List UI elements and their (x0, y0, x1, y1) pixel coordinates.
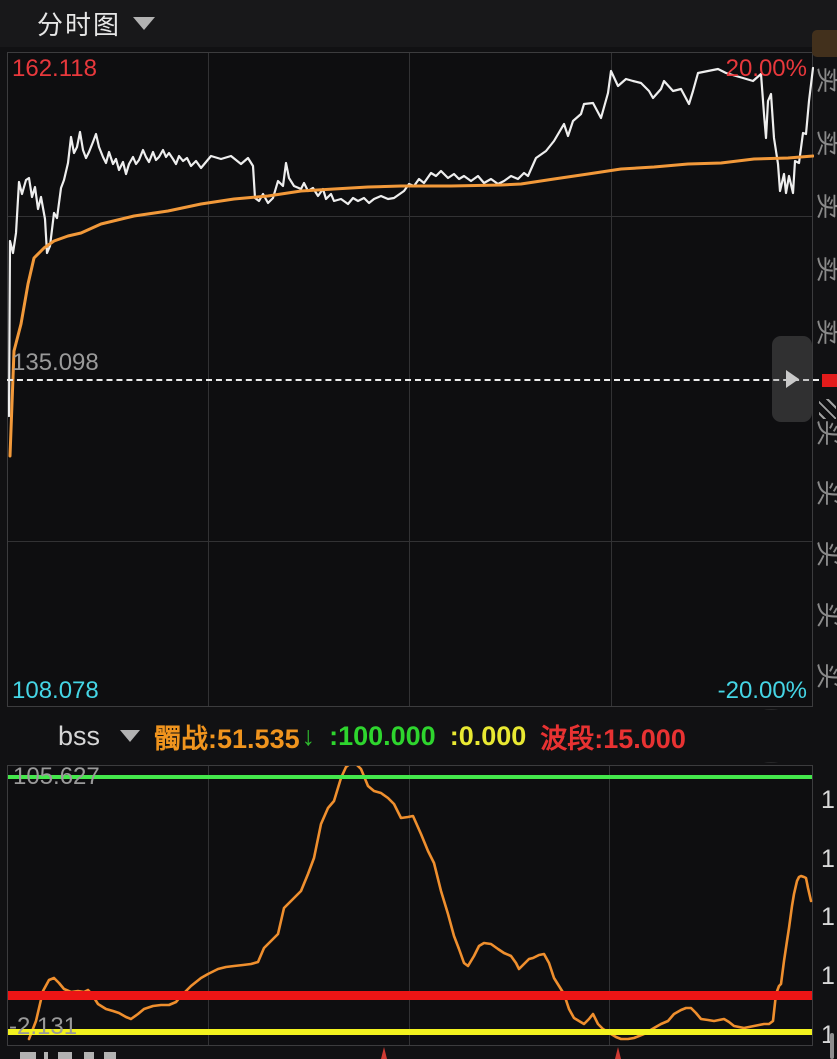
price-low-label: 108.078 (12, 677, 99, 704)
grip-icon[interactable] (819, 399, 836, 419)
cutoff-text-fragment (20, 1052, 36, 1059)
scrollbar[interactable] (830, 1033, 834, 1059)
current-price-marker (822, 374, 837, 387)
bss-right-axis-label: 1 (821, 962, 835, 990)
volume-spike-marker (615, 1047, 621, 1059)
bss-right-axis-label: 1 (821, 903, 835, 931)
price-mid-label: 135.098 (12, 349, 99, 376)
cutoff-text-fragment (44, 1052, 48, 1059)
volume-spike-marker (381, 1047, 387, 1059)
gridline-vertical (208, 766, 209, 1045)
band-value: 波段:15.000 (540, 723, 686, 754)
midprice-dashed-line (7, 379, 819, 381)
bss-right-axis-label: 1 (821, 786, 835, 814)
price-lines-svg (8, 66, 814, 458)
price-high-label: 162.118 (12, 55, 97, 82)
sell-queue-char: 卖 (812, 319, 837, 349)
bss-high-label: 105.627 (13, 763, 100, 790)
play-arrow-icon (785, 370, 799, 388)
cutoff-text-fragment (84, 1052, 94, 1059)
chevron-down-icon[interactable] (133, 17, 156, 30)
bss-low-label: -2.131 (9, 1013, 78, 1040)
sell-queue-char: 卖 (812, 130, 837, 160)
yellow-value: :0.000 (449, 720, 527, 751)
lower-reference-line (8, 1029, 812, 1035)
gridline-vertical (609, 766, 610, 1045)
green-value: :100.000 (329, 720, 436, 751)
indicator-bar: bss 髑战:51.535 ↓ :100.000 :0.000 波段:15.00… (0, 710, 837, 762)
gridline-horizontal (8, 541, 812, 542)
upper-reference-line (8, 775, 812, 779)
chevron-down-icon[interactable] (120, 730, 141, 742)
down-arrow-icon: ↓ (301, 720, 316, 751)
buy-queue-char: 买 (812, 541, 837, 571)
buy-queue-char: 买 (812, 602, 837, 632)
header-bar: 分时图 (0, 0, 837, 47)
battle-value: 髑战:51.535 (154, 723, 300, 754)
middle-reference-line (8, 991, 812, 1000)
gridline-vertical (409, 766, 410, 1045)
buy-queue-char: 买 (812, 480, 837, 510)
pct-high-label: 20.00% (725, 55, 807, 82)
bss-right-axis-label: 1 (821, 845, 835, 873)
cutoff-text-fragment (104, 1052, 116, 1059)
buy-queue-char: 买 (812, 420, 837, 450)
indicator-name[interactable]: bss (58, 720, 101, 751)
page-title[interactable]: 分时图 (37, 10, 122, 40)
bss-chart: 105.627 -2.131 (7, 763, 813, 1046)
sell-queue-char: 卖 (812, 256, 837, 286)
pct-low-label: -20.00% (717, 677, 807, 704)
sell-queue-char: 卖 (812, 67, 837, 97)
queue-expand-button[interactable] (772, 336, 812, 422)
corner-cutoff-box (812, 30, 837, 57)
sell-queue-char: 卖 (812, 193, 837, 223)
bss-line-svg (27, 766, 813, 1041)
gridline-horizontal (8, 216, 812, 217)
buy-queue-char: 买 (812, 663, 837, 693)
cutoff-text-fragment (58, 1052, 72, 1059)
